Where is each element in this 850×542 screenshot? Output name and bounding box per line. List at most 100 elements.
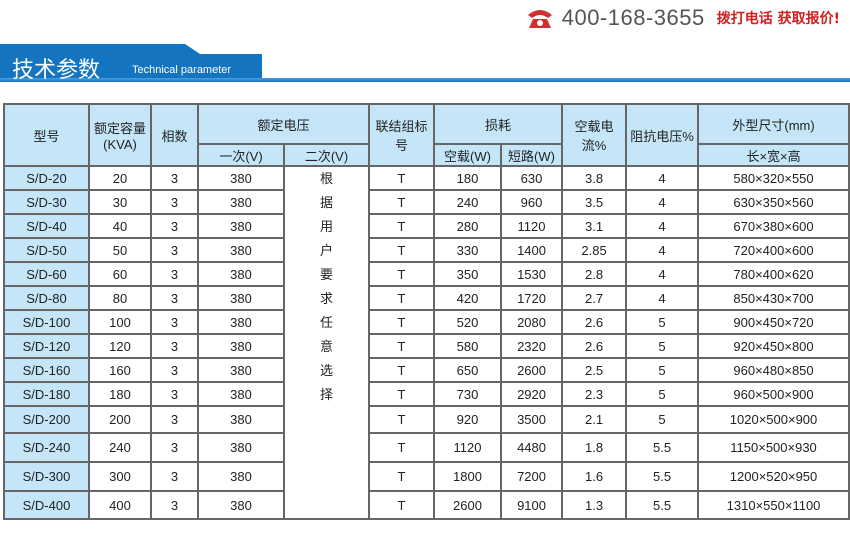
cell-connection: T <box>368 405 436 434</box>
cell-primary: 380 <box>197 357 285 383</box>
cell-primary: 380 <box>197 189 285 215</box>
header-connection: 联结组标号 <box>368 103 436 167</box>
cell-no-load-current: 3.1 <box>561 213 628 239</box>
cell-model: S/D-160 <box>3 357 90 383</box>
cell-dimensions: 1150×500×930 <box>697 432 850 463</box>
cell-capacity: 160 <box>88 357 152 383</box>
note-char: 用 <box>320 219 334 234</box>
cell-short-circuit-loss: 2600 <box>500 357 564 383</box>
table-row: S/D-20 20 3 380 根据用户要求任意选择 T 180 630 3.8 4 580×320… <box>3 165 850 520</box>
cell-phase: 3 <box>150 381 199 407</box>
table-row: S/D-50 50 3 380 T 330 1400 2.85 4 720×400×600 <box>3 237 850 263</box>
cell-connection: T <box>368 261 436 287</box>
cell-short-circuit-loss: 1400 <box>500 237 564 263</box>
cell-capacity: 120 <box>88 333 152 359</box>
header-phase: 相数 <box>150 103 199 167</box>
cell-capacity: 200 <box>88 405 152 434</box>
cell-phase: 3 <box>150 285 199 311</box>
cell-connection: T <box>368 285 436 311</box>
cell-dimensions: 780×400×620 <box>697 261 850 287</box>
header-primary: 一次(V) <box>197 143 285 167</box>
cell-capacity: 50 <box>88 237 152 263</box>
cell-dimensions: 960×480×850 <box>697 357 850 383</box>
cell-model: S/D-60 <box>3 261 90 287</box>
cell-short-circuit-loss: 2080 <box>500 309 564 335</box>
cell-phase: 3 <box>150 490 199 520</box>
table-row: S/D-200 200 3 380 T 920 3500 2.1 5 1020×500×900 <box>3 405 850 434</box>
cell-no-load-loss: 730 <box>433 381 503 407</box>
cell-no-load-loss: 920 <box>433 405 503 434</box>
cell-no-load-loss: 520 <box>433 309 503 335</box>
cell-impedance: 5 <box>625 381 700 407</box>
secondary-voltage-note: 根据用户要求任意选择 <box>282 165 371 520</box>
phone-icon <box>527 10 552 28</box>
cell-dimensions: 580×320×550 <box>697 165 850 191</box>
note-char: 户 <box>320 243 334 258</box>
section-banner: 技术参数 Technical parameter <box>0 44 850 84</box>
cell-short-circuit-loss: 2920 <box>500 381 564 407</box>
cell-short-circuit-loss: 630 <box>500 165 564 191</box>
cell-model: S/D-20 <box>3 165 90 191</box>
cell-no-load-loss: 1800 <box>433 461 503 492</box>
cell-dimensions: 720×400×600 <box>697 237 850 263</box>
cell-no-load-current: 2.6 <box>561 333 628 359</box>
table-row: S/D-120 120 3 380 T 580 2320 2.6 5 920×450×800 <box>3 333 850 359</box>
header-impedance: 阻抗电压% <box>625 103 700 167</box>
cell-primary: 380 <box>197 405 285 434</box>
table-row: S/D-160 160 3 380 T 650 2600 2.5 5 960×480×850 <box>3 357 850 383</box>
cell-model: S/D-180 <box>3 381 90 407</box>
cell-short-circuit-loss: 2320 <box>500 333 564 359</box>
cell-impedance: 5 <box>625 357 700 383</box>
cell-connection: T <box>368 165 436 191</box>
cell-no-load-loss: 350 <box>433 261 503 287</box>
cell-impedance: 4 <box>625 165 700 191</box>
cell-primary: 380 <box>197 237 285 263</box>
cell-capacity: 80 <box>88 285 152 311</box>
cell-no-load-loss: 280 <box>433 213 503 239</box>
note-char: 求 <box>320 291 334 306</box>
cell-phase: 3 <box>150 333 199 359</box>
cell-no-load-loss: 2600 <box>433 490 503 520</box>
contact-bar: 400-168-3655 拨打电话 获取报价! <box>526 3 840 33</box>
header-model: 型号 <box>3 103 90 167</box>
cell-dimensions: 1310×550×1100 <box>697 490 850 520</box>
cell-phase: 3 <box>150 405 199 434</box>
cell-no-load-loss: 180 <box>433 165 503 191</box>
cell-no-load-current: 2.7 <box>561 285 628 311</box>
cell-connection: T <box>368 357 436 383</box>
cell-impedance: 5.5 <box>625 461 700 492</box>
cell-phase: 3 <box>150 432 199 463</box>
cell-capacity: 100 <box>88 309 152 335</box>
cell-impedance: 4 <box>625 285 700 311</box>
cell-primary: 380 <box>197 213 285 239</box>
table-row: S/D-240 240 3 380 T 1120 4480 1.8 5.5 1150×500×93… <box>3 432 850 463</box>
call-slogan: 拨打电话 获取报价! <box>716 11 840 27</box>
cell-phase: 3 <box>150 237 199 263</box>
cell-no-load-current: 3.5 <box>561 189 628 215</box>
cell-model: S/D-30 <box>3 189 90 215</box>
cell-dimensions: 1020×500×900 <box>697 405 850 434</box>
cell-no-load-current: 1.3 <box>561 490 628 520</box>
note-char: 任 <box>320 315 334 330</box>
cell-connection: T <box>368 189 436 215</box>
cell-no-load-loss: 650 <box>433 357 503 383</box>
header-no-load: 空载(W) <box>433 143 503 167</box>
cell-primary: 380 <box>197 333 285 359</box>
header-dimensions: 外型尺寸(mm) <box>697 103 850 145</box>
cell-no-load-loss: 580 <box>433 333 503 359</box>
cell-phase: 3 <box>150 357 199 383</box>
table-row: S/D-60 60 3 380 T 350 1530 2.8 4 780×400×620 <box>3 261 850 287</box>
cell-no-load-current: 2.3 <box>561 381 628 407</box>
cell-dimensions: 1200×520×950 <box>697 461 850 492</box>
cell-impedance: 5.5 <box>625 490 700 520</box>
cell-connection: T <box>368 237 436 263</box>
cell-short-circuit-loss: 7200 <box>500 461 564 492</box>
cell-primary: 380 <box>197 381 285 407</box>
cell-dimensions: 900×450×720 <box>697 309 850 335</box>
cell-primary: 380 <box>197 309 285 335</box>
header-secondary: 二次(V) <box>282 143 371 167</box>
cell-impedance: 4 <box>625 213 700 239</box>
cell-short-circuit-loss: 9100 <box>500 490 564 520</box>
header-voltage: 额定电压 <box>196 103 371 145</box>
cell-short-circuit-loss: 1530 <box>500 261 564 287</box>
